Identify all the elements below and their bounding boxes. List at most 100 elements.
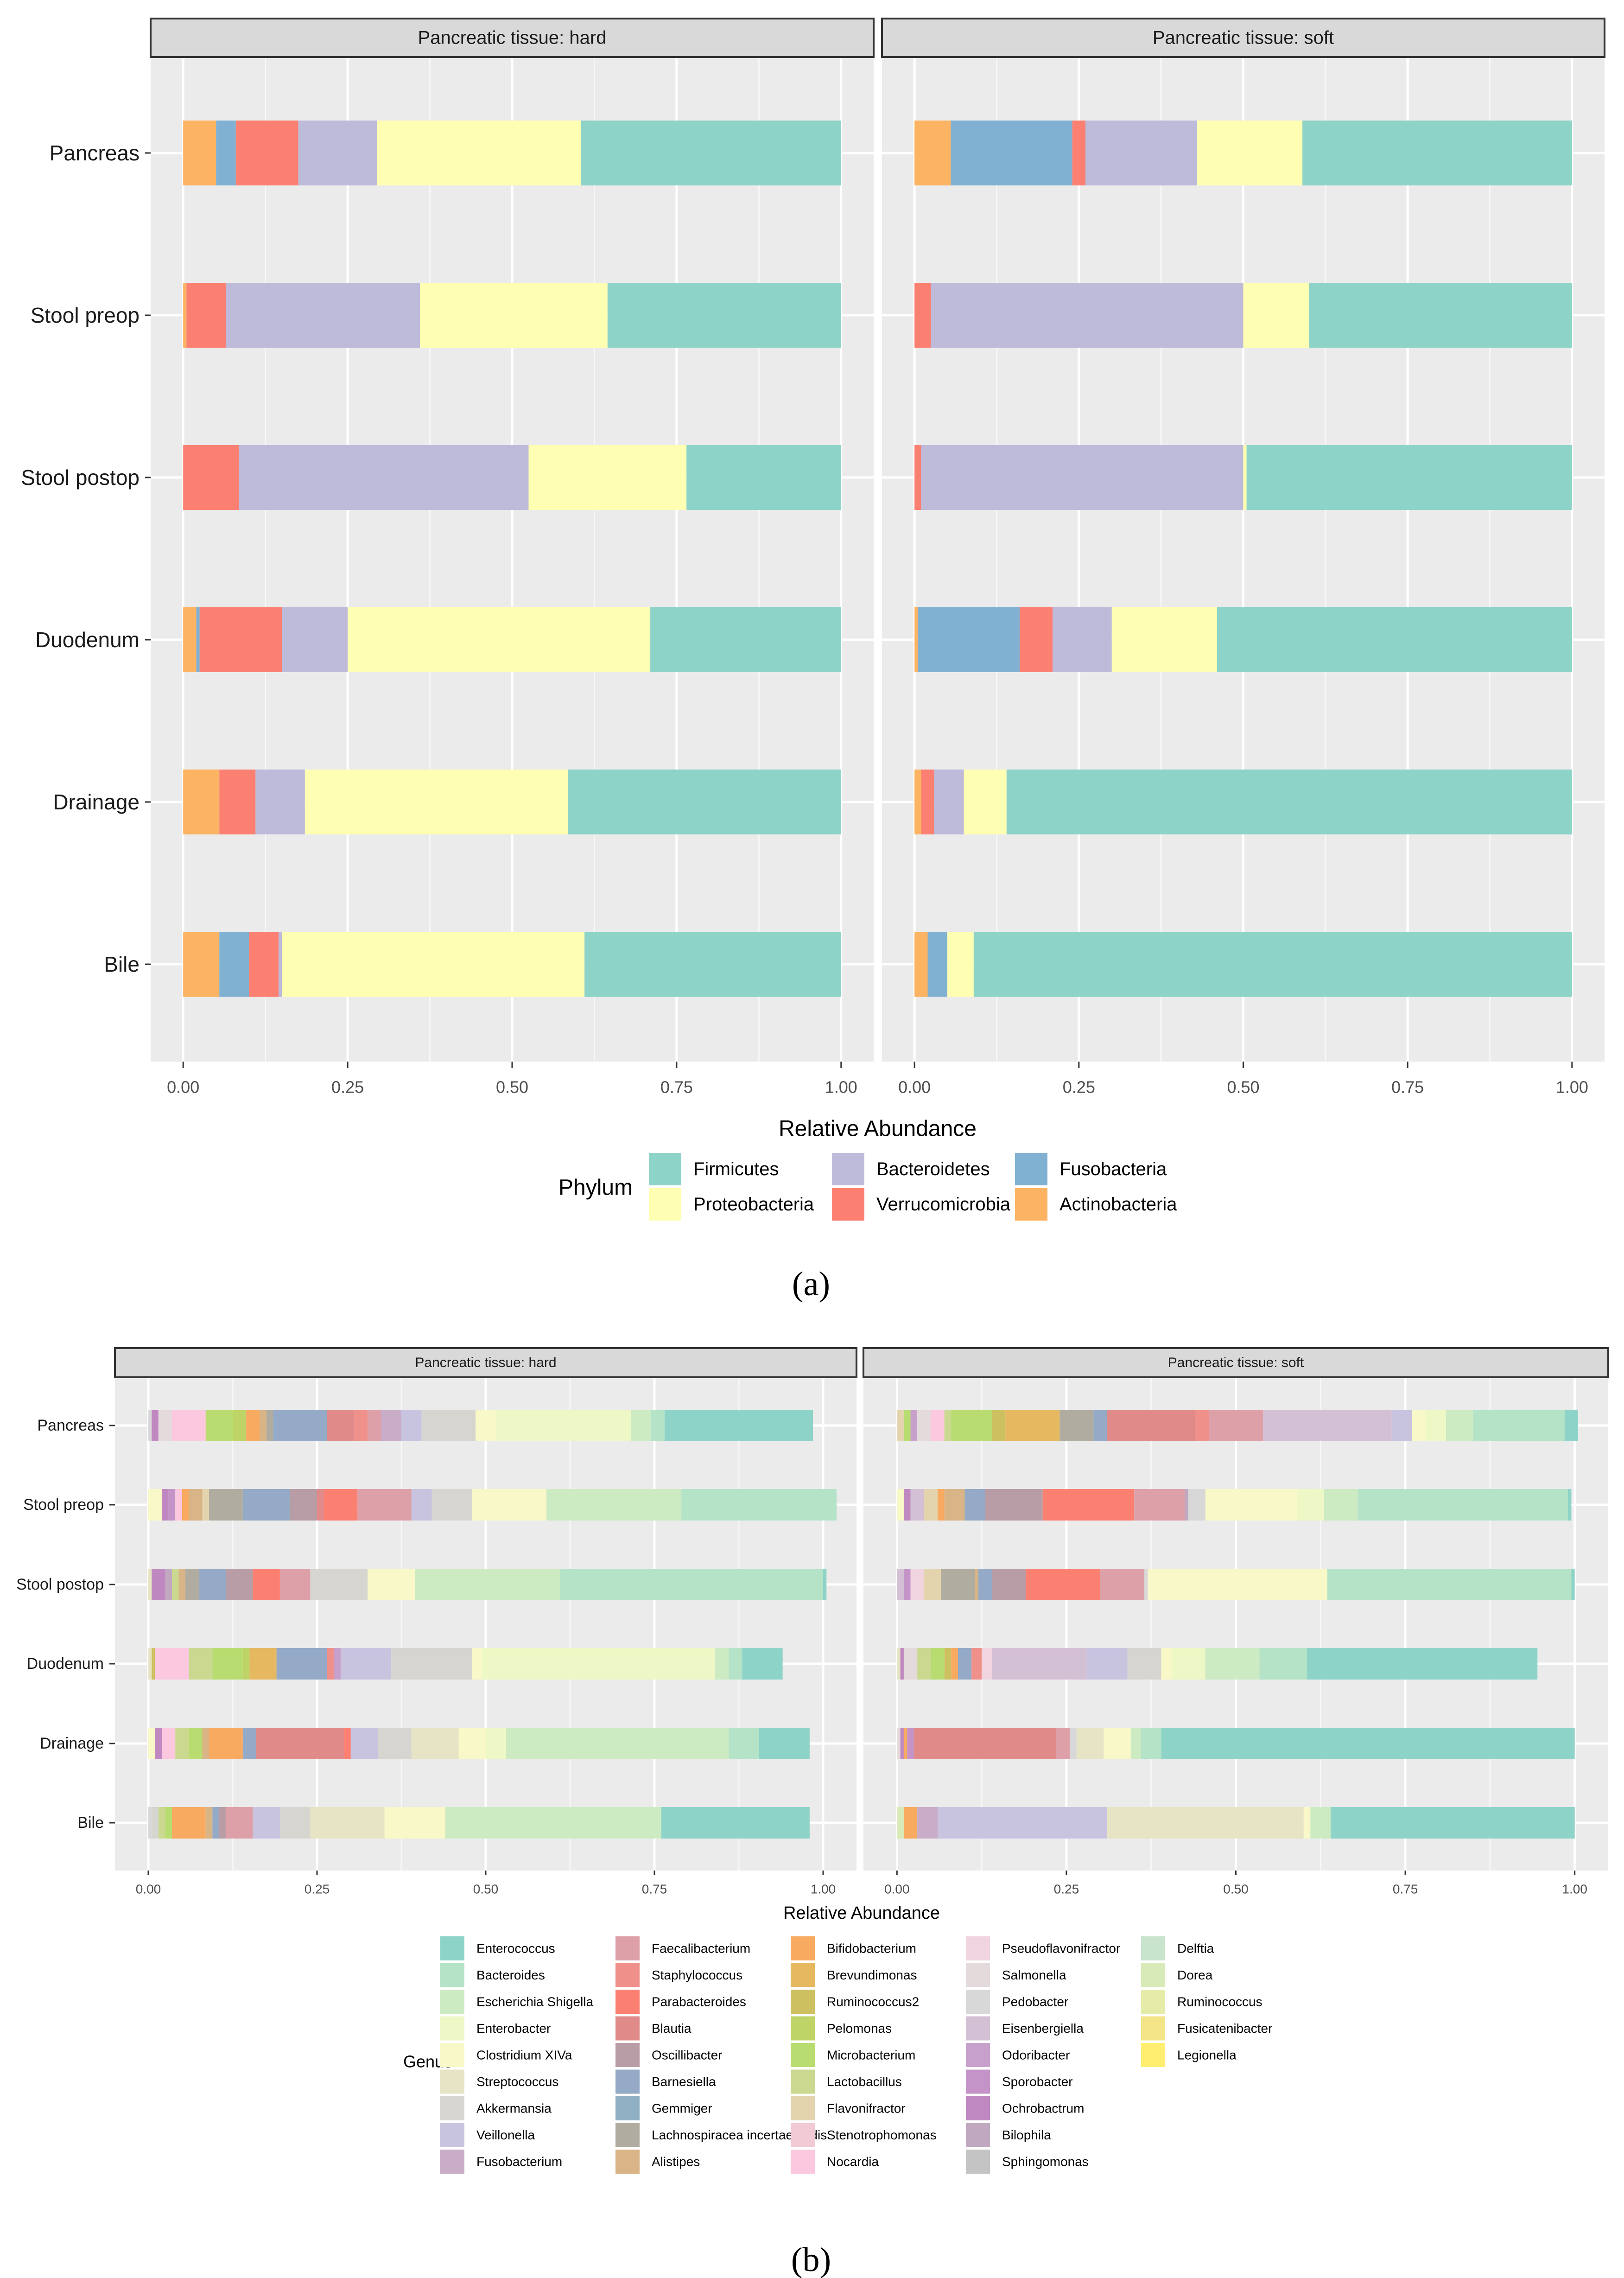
bar-segment-bacteroidetes bbox=[255, 770, 305, 834]
bar-row-stool-preop bbox=[148, 1489, 837, 1521]
x-tick-label: 0.75 bbox=[1391, 1078, 1424, 1097]
legend: GenusEnterococcusBacteroidesEscherichia … bbox=[403, 1936, 1272, 2174]
bar-segment-parabacteroides bbox=[253, 1569, 280, 1600]
bar-segment-actinobacteria bbox=[183, 283, 187, 348]
bar-segment-streptococcus bbox=[1107, 1807, 1304, 1839]
bar-segment-bifidobacterium bbox=[903, 1807, 918, 1839]
bar-row-stool-preop bbox=[914, 283, 1572, 348]
x-tick-label: 0.50 bbox=[1223, 1882, 1249, 1896]
bar-segment-nocardia bbox=[155, 1648, 189, 1680]
bar-segment-bacteroides bbox=[1473, 1410, 1565, 1441]
legend-swatch bbox=[1141, 2043, 1165, 2067]
x-axis-label: Relative Abundance bbox=[779, 1117, 977, 1141]
bar-row-stool-postop bbox=[183, 445, 841, 510]
bar-row-bile bbox=[183, 932, 841, 997]
bar-segment-barnesiella bbox=[199, 1569, 226, 1600]
bar-segment-bacteroidetes bbox=[1053, 607, 1112, 672]
legend-swatch bbox=[440, 2016, 464, 2041]
x-tick-label: 0.00 bbox=[136, 1882, 161, 1896]
bar-segment-veillonella bbox=[253, 1807, 280, 1839]
legend-item-delftia: Delftia bbox=[1141, 1936, 1214, 1960]
y-category-label: Stool preop bbox=[23, 1496, 104, 1514]
bar-segment-firmicutes bbox=[1302, 121, 1572, 185]
bar-segment-actinobacteria bbox=[183, 121, 216, 185]
bar-segment-veillonella bbox=[938, 1807, 1107, 1839]
bar-segment-enterobacter bbox=[495, 1410, 631, 1441]
bar-segment-verrucomicrobia bbox=[921, 770, 934, 834]
bar-segment-bacteroidetes bbox=[282, 607, 348, 672]
legend-label: Ochrobactrum bbox=[1002, 2101, 1084, 2116]
legend-label: Verrucomicrobia bbox=[876, 1194, 1011, 1215]
bar-segment-clostridium-xiva bbox=[1303, 1807, 1311, 1839]
bar-segment-staphylococcus bbox=[354, 1410, 368, 1441]
bar-segment-lactobacillus bbox=[944, 1410, 952, 1441]
bar-segment-faecalibacterium bbox=[357, 1489, 412, 1521]
bar-segment-microbacterium bbox=[212, 1648, 243, 1680]
facet-pancreatic-tissue-hard: Pancreatic tissue: hard 0.00 0.25 0.50 0.75 1… bbox=[21, 18, 875, 1097]
bar-segment-barnesiella bbox=[212, 1807, 219, 1839]
bar-segment-veillonella bbox=[401, 1410, 422, 1441]
bar-segment-microbacterium bbox=[165, 1807, 172, 1839]
legend-item-flavonifractor: Flavonifractor bbox=[791, 2096, 906, 2120]
bar-segment-sporobacter bbox=[903, 1569, 911, 1600]
y-category-label: Pancreas bbox=[50, 141, 140, 165]
bar-segment-lachnospiracea-incertae-sedis bbox=[266, 1410, 273, 1441]
bar-segment-bifidobacterium bbox=[182, 1489, 189, 1521]
bar-segment-nocardia bbox=[175, 1489, 182, 1521]
bar-segment-escherichia-shigella bbox=[631, 1410, 651, 1441]
legend-label: Staphylococcus bbox=[652, 1968, 742, 1982]
bar-row-pancreas bbox=[897, 1410, 1578, 1441]
x-tick-label: 0.75 bbox=[660, 1078, 693, 1097]
legend-swatch bbox=[440, 2069, 464, 2094]
bar-segment-ruminococcus2 bbox=[152, 1648, 155, 1680]
bar-segment-proteobacteria bbox=[1111, 607, 1217, 672]
bar-segment-lactobacillus bbox=[158, 1807, 165, 1839]
bar-segment-microbacterium bbox=[189, 1728, 203, 1759]
bar-segment-fusobacteria bbox=[951, 121, 1072, 185]
bar-segment-ochrobactrum bbox=[900, 1648, 904, 1680]
legend-swatch bbox=[440, 2150, 464, 2174]
bar-row-stool-preop bbox=[897, 1489, 1572, 1521]
legend-label: Dorea bbox=[1177, 1968, 1213, 1982]
y-category-label: Stool postop bbox=[16, 1576, 104, 1593]
x-tick-label: 0.00 bbox=[167, 1078, 199, 1097]
legend-label: Fusobacteria bbox=[1059, 1159, 1167, 1179]
bar-segment-odoribacter bbox=[334, 1648, 341, 1680]
bar-segment-firmicutes bbox=[581, 121, 841, 185]
bar-segment-enterococcus bbox=[759, 1728, 810, 1759]
bar-segment-enterococcus bbox=[742, 1648, 783, 1680]
bar-segment-veillonella bbox=[350, 1728, 378, 1759]
bar-segment-firmicutes bbox=[1246, 445, 1572, 510]
bar-segment-clostridium-xiva bbox=[1161, 1648, 1172, 1680]
bar-segment-alistipes bbox=[189, 1489, 203, 1521]
bar-row-drainage bbox=[914, 770, 1572, 834]
bar-segment-verrucomicrobia bbox=[235, 121, 298, 185]
facet-strip bbox=[881, 18, 1605, 58]
legend-item-ruminococcus: Ruminococcus bbox=[1141, 1990, 1262, 2014]
legend-item-actinobacteria: Actinobacteria bbox=[1015, 1188, 1177, 1221]
facet-strip bbox=[863, 1347, 1609, 1378]
bar-segment-actinobacteria bbox=[914, 121, 951, 185]
bar-row-stool-postop bbox=[897, 1569, 1575, 1600]
legend-label: Sporobacter bbox=[1002, 2074, 1073, 2089]
bar-segment-odoribacter bbox=[910, 1410, 918, 1441]
bar-segment-akkermansia bbox=[378, 1728, 412, 1759]
bar-segment-fusobacterium bbox=[381, 1410, 401, 1441]
legend-swatch bbox=[649, 1153, 681, 1185]
bar-segment-flavonifractor bbox=[897, 1410, 904, 1441]
legend-swatch bbox=[1141, 1936, 1165, 1960]
legend-label: Sphingomonas bbox=[1002, 2155, 1089, 2169]
bar-segment-nocardia bbox=[931, 1410, 945, 1441]
bar-segment-enterococcus bbox=[1307, 1648, 1538, 1680]
bar-segment-actinobacteria bbox=[183, 932, 220, 997]
bar-segment-alistipes bbox=[944, 1489, 965, 1521]
legend-label: Enterobacter bbox=[476, 2021, 551, 2036]
legend-swatch bbox=[615, 2096, 640, 2120]
bar-segment-actinobacteria bbox=[183, 607, 197, 672]
legend-item-faecalibacterium: Faecalibacterium bbox=[615, 1936, 750, 1960]
legend-label: Flavonifractor bbox=[827, 2101, 906, 2116]
subfigure-label: (a) bbox=[792, 1265, 830, 1303]
bar-segment-fusobacteria bbox=[918, 607, 1020, 672]
bar-segment-salmonella bbox=[917, 1410, 931, 1441]
bar-segment-bacteroidetes bbox=[931, 283, 1243, 348]
